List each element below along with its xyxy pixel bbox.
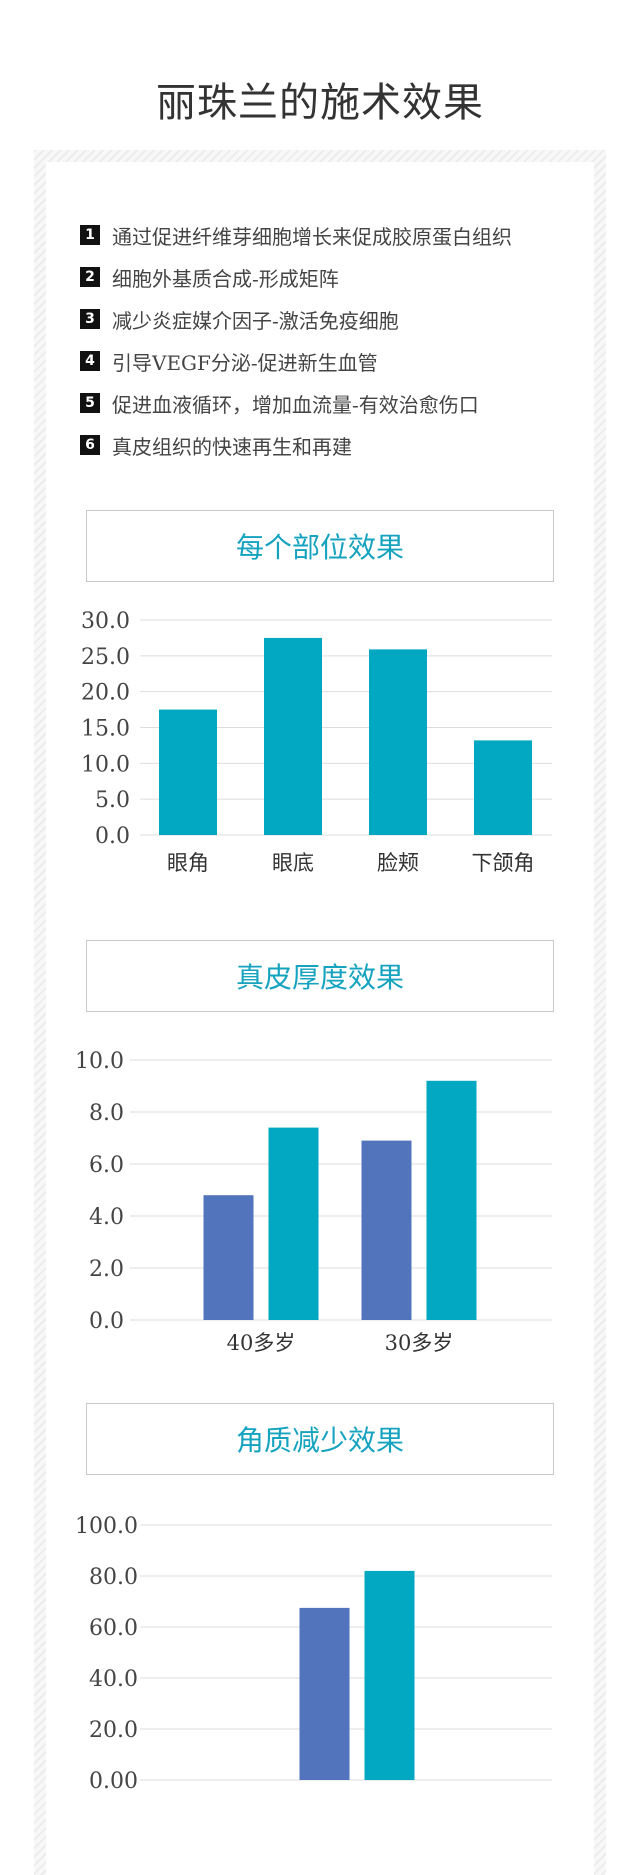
section-title: 真皮厚度效果	[235, 961, 404, 994]
y-tick-label: 2.0	[89, 1257, 124, 1282]
benefit-text: 减少炎症媒介因子-激活免疫细胞	[112, 308, 399, 333]
bar	[203, 1195, 254, 1320]
benefit-item: 5 促进血液循环，增加血流量-有效治愈伤口	[80, 382, 600, 424]
y-tick-label: 6.0	[89, 1153, 124, 1178]
bar	[361, 1140, 412, 1320]
y-tick-label: 10.0	[75, 1049, 124, 1074]
section-title: 角质减少效果	[235, 1424, 404, 1457]
number-badge: 2	[80, 267, 100, 287]
benefit-item: 1 通过促进纤维芽细胞增长来促成胶原蛋白组织	[80, 214, 600, 256]
category-label: 脸颊	[377, 851, 419, 875]
page-title: 丽珠兰的施术效果	[156, 80, 484, 126]
bar	[268, 1127, 319, 1320]
y-tick-label: 40.0	[89, 1667, 138, 1692]
benefit-text: 引导VEGF分泌-促进新生血管	[112, 350, 378, 375]
y-tick-label: 30.0	[81, 609, 130, 634]
y-tick-label: 25.0	[81, 645, 130, 670]
benefit-list: 1 通过促进纤维芽细胞增长来促成胶原蛋白组织 2 细胞外基质合成-形成矩阵 3 …	[80, 214, 600, 466]
number-badge: 3	[80, 309, 100, 329]
section-title-box: 真皮厚度效果	[86, 940, 554, 1012]
bar	[364, 1570, 415, 1780]
content-panel	[46, 162, 594, 1875]
bar	[426, 1080, 477, 1320]
benefit-text: 促进血液循环，增加血流量-有效治愈伤口	[112, 392, 479, 417]
number-badge: 6	[80, 435, 100, 455]
bar	[264, 637, 322, 835]
benefit-text: 真皮组织的快速再生和再建	[112, 434, 352, 459]
number-badge: 1	[80, 225, 100, 245]
bar-chart-keratin-reduction: 100.0 80.0 60.0 40.0 20.0 0.00	[75, 1514, 552, 1794]
y-tick-label: 0.0	[95, 824, 130, 849]
section-title: 每个部位效果	[235, 531, 404, 564]
benefit-text: 通过促进纤维芽细胞增长来促成胶原蛋白组织	[112, 224, 512, 249]
category-label: 眼角	[167, 851, 209, 875]
y-tick-label: 10.0	[81, 752, 130, 777]
bar-chart-dermis-thickness: 10.0 8.0 6.0 4.0 2.0 0.0 40多岁 30多岁	[75, 1049, 552, 1355]
bar	[474, 740, 532, 835]
y-tick-label: 8.0	[89, 1101, 124, 1126]
y-tick-label: 4.0	[89, 1205, 124, 1230]
number-badge: 4	[80, 351, 100, 371]
category-label: 30多岁	[385, 1331, 454, 1355]
benefit-item: 6 真皮组织的快速再生和再建	[80, 424, 600, 466]
y-tick-label: 20.0	[89, 1718, 138, 1743]
y-tick-label: 0.0	[89, 1309, 124, 1334]
y-tick-label: 5.0	[95, 788, 130, 813]
content-frame	[34, 150, 606, 1875]
y-tick-label: 0.00	[89, 1769, 138, 1794]
bar-chart-area-effect: 30.0 25.0 20.0 15.0 10.0 5.0 0.0 眼角 眼底 脸颊 下颌角	[81, 609, 552, 875]
bar	[369, 649, 427, 835]
y-tick-label: 60.0	[89, 1616, 138, 1641]
number-badge: 5	[80, 393, 100, 413]
benefit-item: 3 减少炎症媒介因子-激活免疫细胞	[80, 298, 600, 340]
benefit-item: 2 细胞外基质合成-形成矩阵	[80, 256, 600, 298]
category-label: 40多岁	[227, 1331, 296, 1355]
section-title-box: 角质减少效果	[86, 1403, 554, 1475]
category-label: 下颌角	[472, 851, 535, 875]
bar	[159, 709, 217, 835]
y-tick-label: 20.0	[81, 681, 130, 706]
benefit-text: 细胞外基质合成-形成矩阵	[112, 266, 339, 291]
y-tick-label: 100.0	[75, 1514, 138, 1539]
category-label: 眼底	[272, 851, 314, 875]
bar	[299, 1607, 350, 1780]
y-tick-label: 15.0	[81, 717, 130, 742]
benefit-item: 4 引导VEGF分泌-促进新生血管	[80, 340, 600, 382]
section-title-box: 每个部位效果	[86, 510, 554, 582]
y-tick-label: 80.0	[89, 1565, 138, 1590]
